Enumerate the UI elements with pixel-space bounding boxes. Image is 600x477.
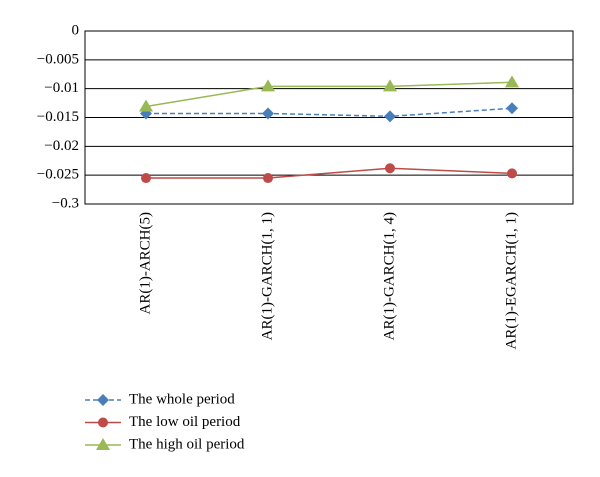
marker <box>384 110 396 123</box>
legend-label: The whole period <box>129 391 235 407</box>
series-line <box>146 107 513 118</box>
series-line <box>145 81 513 108</box>
series-line <box>146 167 513 179</box>
plot-frame <box>84 30 574 205</box>
y-tick-label: −0.015 <box>37 109 79 125</box>
x-tick-label: AR(1)-EGARCH(1, 1) <box>503 212 519 349</box>
marker <box>383 79 397 92</box>
y-tick-label: −0.3 <box>52 195 79 211</box>
marker <box>385 163 395 174</box>
y-tick-label: −0.02 <box>44 138 79 154</box>
marker <box>506 102 518 115</box>
y-tick-label: −0.01 <box>44 80 79 96</box>
marker <box>505 75 519 88</box>
marker <box>507 168 517 179</box>
y-tick-label: −0.005 <box>37 51 79 67</box>
y-tick-label: 0 <box>72 22 80 38</box>
x-tick-label: AR(1)-GARCH(1, 1) <box>259 212 275 340</box>
x-tick-label: AR(1)-ARCH(5) <box>137 212 153 315</box>
legend-label: The high oil period <box>129 436 245 452</box>
y-tick-label: −0.025 <box>37 167 79 183</box>
x-tick-label: AR(1)-GARCH(1, 4) <box>381 212 397 340</box>
marker <box>139 99 153 112</box>
marker <box>96 438 110 450</box>
marker <box>262 107 274 120</box>
marker <box>141 173 151 184</box>
legend-label: The low oil period <box>129 414 241 430</box>
marker <box>263 173 273 184</box>
marker <box>261 79 275 92</box>
marker <box>98 417 108 428</box>
marker <box>97 394 109 406</box>
